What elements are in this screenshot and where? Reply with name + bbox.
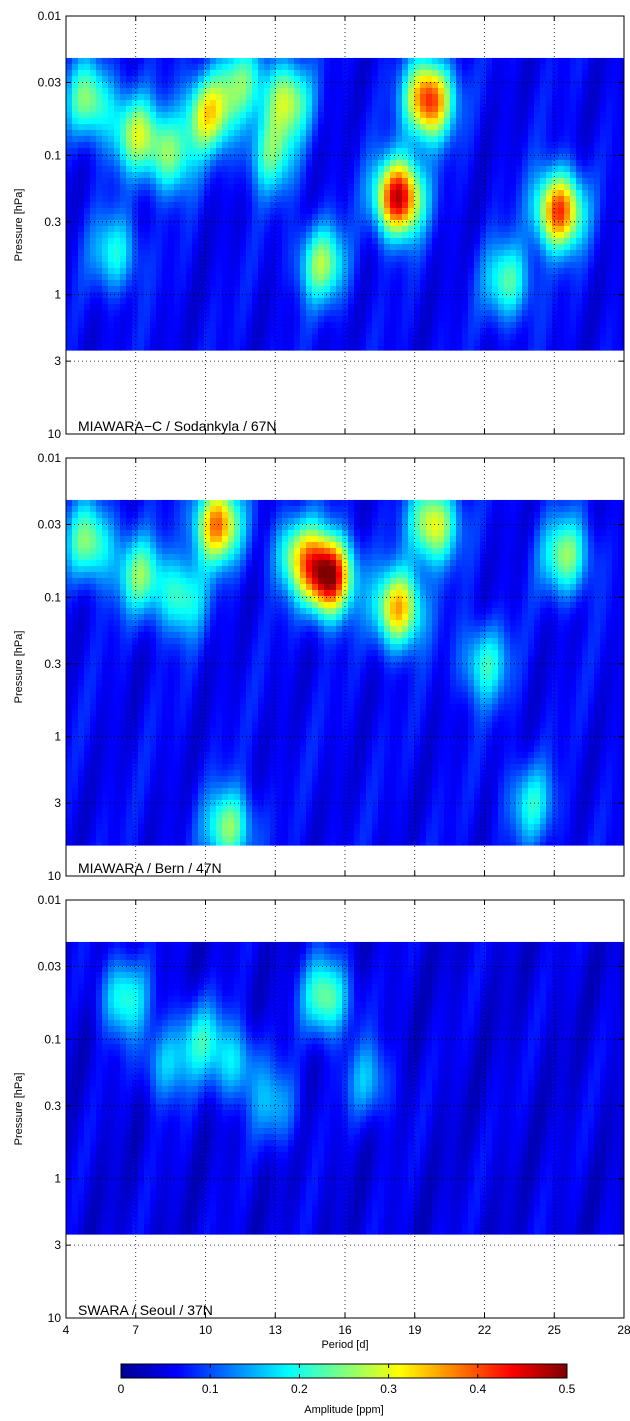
y-tick-label: 0.1 xyxy=(44,590,61,604)
x-tick-label: 19 xyxy=(408,1323,422,1337)
panel-annotation: MIAWARA / Bern / 47N xyxy=(78,860,222,876)
y-tick-label: 3 xyxy=(54,354,61,368)
y-tick-label: 10 xyxy=(48,427,62,441)
colorbar-tick-label: 0.1 xyxy=(202,1382,219,1396)
x-tick-label: 4 xyxy=(63,1323,70,1337)
y-tick-label: 0.03 xyxy=(38,517,62,531)
y-tick-label: 0.01 xyxy=(38,9,62,23)
y-tick-label: 3 xyxy=(54,1238,61,1252)
heatmap-field xyxy=(66,499,625,846)
y-tick-label: 0.01 xyxy=(38,893,62,907)
colorbar-label: Amplitude [ppm] xyxy=(304,1404,383,1416)
colorbar-ticks: 0 0.1 0.2 0.3 0.4 0.5 xyxy=(118,1364,576,1396)
heatmap-field xyxy=(66,941,625,1235)
panel-2: 0.01 0.03 0.1 0.3 1 3 10 Pressure [hPa] MIAWARA … xyxy=(13,451,625,883)
grid xyxy=(66,900,624,1318)
panel-annotation: SWARA / Seoul / 37N xyxy=(78,1302,213,1318)
y-tick-label: 0.3 xyxy=(44,657,61,671)
grid xyxy=(66,16,624,434)
y-axis-title: Pressure [hPa] xyxy=(13,1073,25,1146)
heatmap-field xyxy=(66,57,625,351)
x-tick-label: 28 xyxy=(617,1323,630,1337)
y-axis-title: Pressure [hPa] xyxy=(13,631,25,704)
colorbar-tick-label: 0.5 xyxy=(559,1382,576,1396)
y-tick-label: 1 xyxy=(54,288,61,302)
y-tick-label: 1 xyxy=(54,1172,61,1186)
x-tick-label: 13 xyxy=(269,1323,283,1337)
x-tick-label: 7 xyxy=(132,1323,139,1337)
y-tick-label: 10 xyxy=(48,1311,62,1325)
y-tick-label: 0.03 xyxy=(38,75,62,89)
y-axis-title: Pressure [hPa] xyxy=(13,189,25,262)
colorbar: 0 0.1 0.2 0.3 0.4 0.5 Amplitude [ppm] xyxy=(118,1363,576,1416)
y-tick-label: 1 xyxy=(54,730,61,744)
y-tick-label: 0.01 xyxy=(38,451,62,465)
panel-annotation: MIAWARA−C / Sodankyla / 67N xyxy=(78,418,277,434)
colorbar-tick-label: 0 xyxy=(118,1382,125,1396)
colorbar-tick-label: 0.2 xyxy=(291,1382,308,1396)
y-tick-label: 0.03 xyxy=(38,959,62,973)
y-tick-label: 0.1 xyxy=(44,148,61,162)
x-tick-label: 10 xyxy=(199,1323,213,1337)
y-tick-label: 0.3 xyxy=(44,215,61,229)
x-axis-title: Period [d] xyxy=(321,1339,368,1351)
y-tick-label: 0.1 xyxy=(44,1032,61,1046)
panel-1: 0.01 0.03 0.1 0.3 1 3 10 Pressure [hPa] MIAWARA−… xyxy=(13,9,625,441)
grid xyxy=(66,458,624,876)
colorbar-tick-label: 0.3 xyxy=(380,1382,397,1396)
y-tick-label: 3 xyxy=(54,796,61,810)
x-tick-label: 16 xyxy=(338,1323,352,1337)
colorbar-gradient xyxy=(120,1363,568,1379)
colorbar-tick-label: 0.4 xyxy=(469,1382,486,1396)
y-tick-label: 10 xyxy=(48,869,62,883)
x-tick-label: 22 xyxy=(478,1323,492,1337)
x-tick-label: 25 xyxy=(548,1323,562,1337)
y-tick-label: 0.3 xyxy=(44,1099,61,1113)
